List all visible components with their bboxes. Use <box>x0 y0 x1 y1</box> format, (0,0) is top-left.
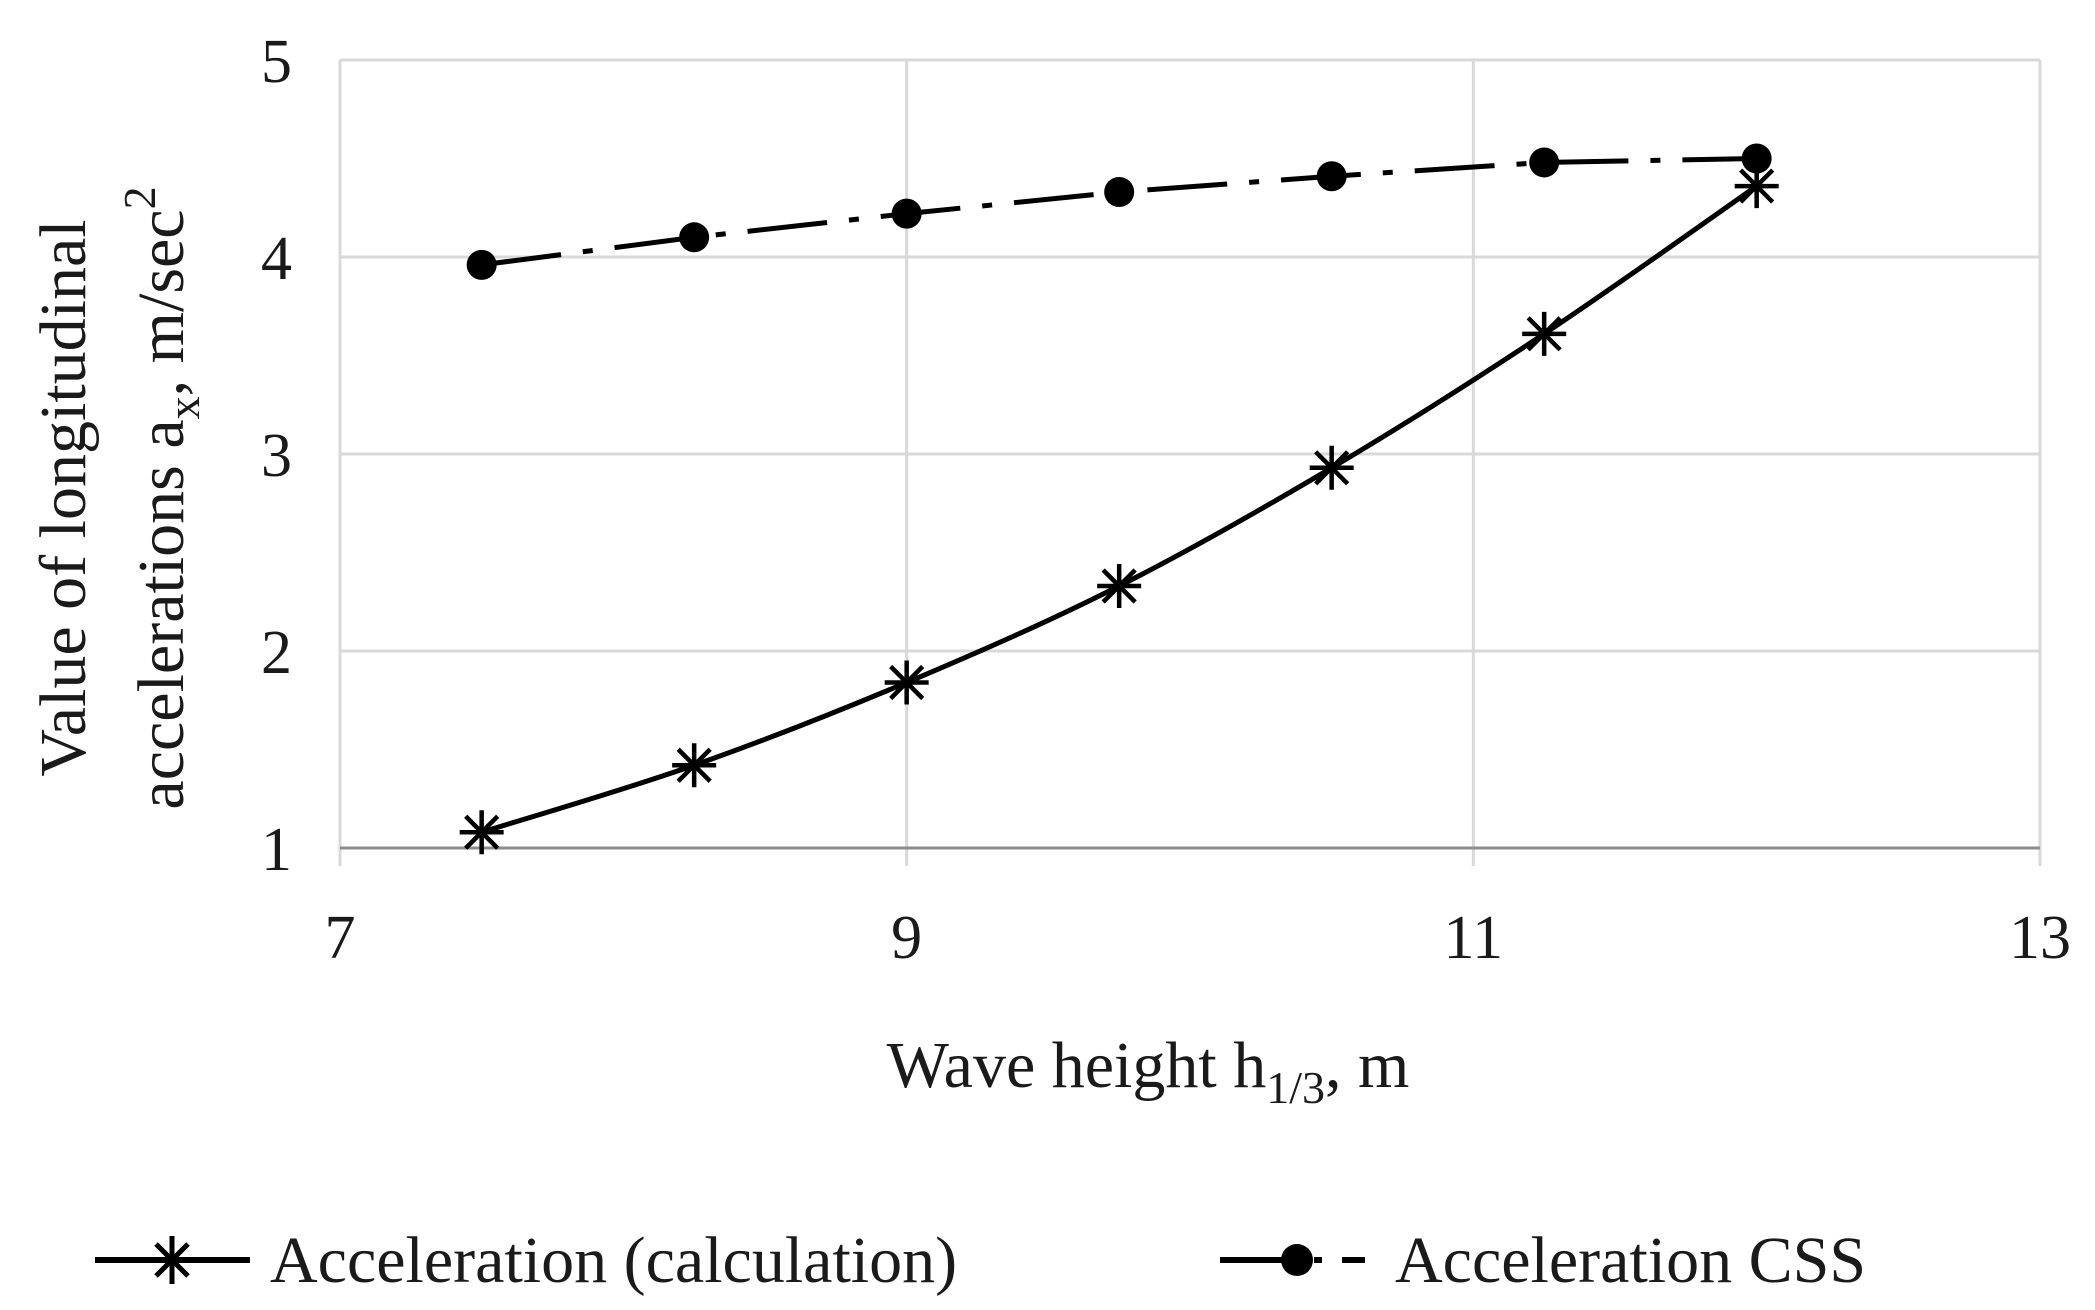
legend-marker-asterisk <box>150 1236 194 1284</box>
data-point-asterisk <box>672 743 717 788</box>
data-point-asterisk <box>1734 164 1779 209</box>
y-tick-label: 5 <box>261 28 292 96</box>
data-point-circle <box>1741 143 1772 174</box>
data-point-asterisk <box>459 810 504 855</box>
data-point-circle <box>1104 176 1135 207</box>
series-line-0 <box>480 184 1759 835</box>
data-point-asterisk <box>1522 311 1567 356</box>
legend-label-calculation: Acceleration (calculation) <box>270 1224 957 1297</box>
y-tick-label: 1 <box>261 816 292 884</box>
x-tick-label: 7 <box>325 904 356 972</box>
data-point-asterisk <box>884 660 929 705</box>
legend-item-calculation: Acceleration (calculation) <box>95 1224 957 1297</box>
data-point-circle <box>891 198 922 229</box>
y-axis-title: Value of longitudinal accelerations ax, … <box>27 186 209 809</box>
y-axis-title-line2: accelerations ax, m/sec2 <box>114 186 209 809</box>
y-tick-label: 3 <box>261 422 292 490</box>
x-tick-label: 11 <box>1443 904 1503 972</box>
series-layer <box>459 143 1779 855</box>
data-point-circle <box>1529 147 1560 178</box>
data-point-asterisk <box>1097 563 1142 608</box>
y-tick-label: 4 <box>261 225 292 293</box>
tick-labels: 1 2 3 4 5 7 9 11 13 <box>261 28 2071 972</box>
y-tick-label: 2 <box>261 619 292 687</box>
x-tick-label: 9 <box>891 904 922 972</box>
data-point-circle <box>466 249 497 280</box>
grid-layer <box>338 58 2042 866</box>
x-tick-label: 13 <box>2009 904 2071 972</box>
x-axis-title: Wave height h1/3, m <box>887 1029 1410 1113</box>
legend: Acceleration (calculation) Acceleration … <box>95 1224 1866 1297</box>
y-axis-title-line1: Value of longitudinal <box>27 219 100 776</box>
series-line-1 <box>481 156 1757 268</box>
legend-label-css: Acceleration CSS <box>1395 1224 1866 1297</box>
data-point-asterisk <box>1309 445 1354 490</box>
legend-marker-circle <box>1281 1244 1313 1276</box>
legend-item-css: Acceleration CSS <box>1220 1224 1866 1297</box>
data-point-circle <box>679 222 710 253</box>
data-point-circle <box>1316 161 1347 192</box>
